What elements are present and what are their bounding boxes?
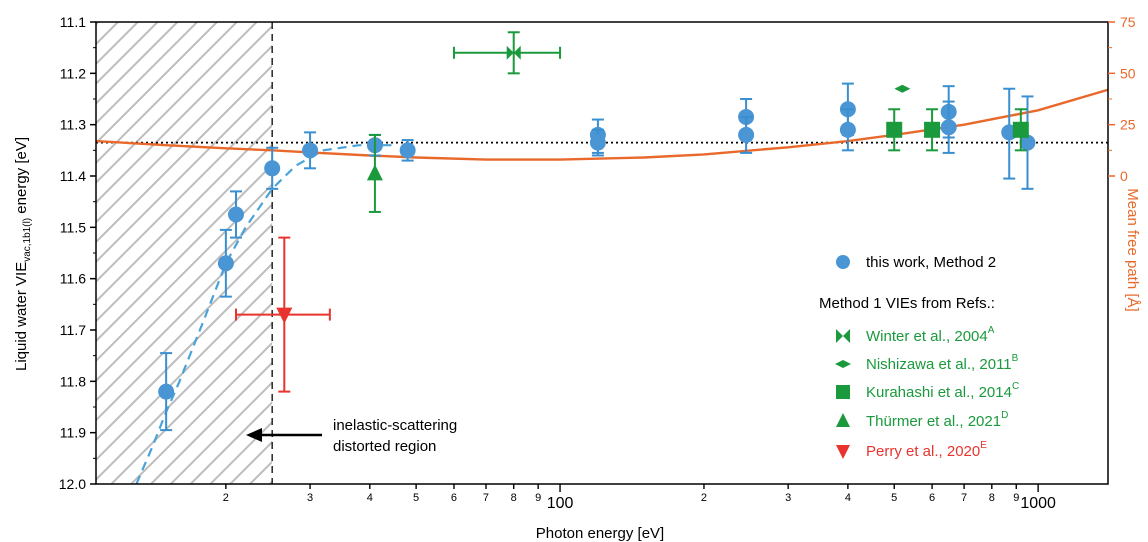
series-5-point-0 <box>276 307 293 324</box>
series-0-point-3 <box>264 160 281 177</box>
x-tick-label-5: 7 <box>483 492 489 504</box>
y2-tick-label-1: 25 <box>1120 117 1136 133</box>
series-2-point-0 <box>894 84 911 93</box>
series-1 <box>452 31 562 75</box>
y-tick-label-2: 11.3 <box>60 117 86 133</box>
x-axis-ticks: 2 3 4 5 6 7 8 9 100 2 3 4 5 6 7 8 9 1000 <box>223 484 1056 512</box>
series-0-point-4 <box>302 142 319 159</box>
legend-entry-3-ref: C <box>1012 381 1019 392</box>
series-0-point-16 <box>1019 134 1036 151</box>
y-tick-label-3: 11.4 <box>60 168 86 184</box>
legend-entry-1-marker <box>836 329 850 343</box>
y-tick-label-4: 11.5 <box>60 219 86 235</box>
series-3-point-2 <box>1012 121 1029 138</box>
x-tick-label-8: 100 <box>547 495 574 512</box>
legend-entry-1-marker-left <box>836 329 843 343</box>
series-3-point-0 <box>886 121 903 138</box>
y-axis-label: Liquid water VIEvac,1b1(l) energy [eV] <box>13 137 33 371</box>
series-3-point-1 <box>924 121 941 138</box>
inelastic-annotation: inelastic-scattering distorted region <box>246 417 457 455</box>
series-0-point-2 <box>228 206 245 223</box>
series-0-point-1 <box>217 255 234 272</box>
series-2 <box>894 84 911 93</box>
x-tick-label-3: 5 <box>413 492 419 504</box>
x-tick-label-9: 2 <box>701 492 707 504</box>
y2-axis-ticks: 0 25 50 75 <box>1108 14 1136 184</box>
legend-entry-1-ref: A <box>988 325 995 336</box>
y2-axis-label: Mean free path [Å] <box>1124 188 1141 311</box>
series-0-point-6 <box>399 142 416 159</box>
y2-tick-label-2: 50 <box>1120 65 1136 81</box>
legend-entry-2-marker <box>835 360 851 368</box>
y-tick-label-9: 12.0 <box>59 476 86 492</box>
y-tick-label-8: 11.9 <box>60 425 86 441</box>
legend-entry-5-marker <box>836 445 850 459</box>
legend-entry-0-label: this work, Method 2 <box>866 254 996 271</box>
y-tick-label-1: 11.2 <box>60 65 86 81</box>
series-3 <box>886 108 1029 152</box>
x-tick-label-2: 4 <box>367 492 373 504</box>
x-tick-label-14: 7 <box>961 492 967 504</box>
x-axis-label: Photon energy [eV] <box>536 525 664 542</box>
legend-entry-1-marker-right <box>843 329 850 343</box>
y2-tick-label-0: 0 <box>1120 168 1128 184</box>
x-tick-label-12: 5 <box>891 492 897 504</box>
x-tick-label-6: 8 <box>511 492 517 504</box>
x-tick-label-15: 8 <box>989 492 995 504</box>
legend-entry-0-marker <box>836 255 850 269</box>
x-tick-label-11: 4 <box>845 492 851 504</box>
y2-tick-label-3: 75 <box>1120 14 1136 30</box>
series-0-point-8 <box>589 134 606 151</box>
series-1-point-0 <box>506 45 521 60</box>
series-5 <box>235 236 331 393</box>
y-tick-label-5: 11.6 <box>60 271 86 287</box>
annotation-line-2: distorted region <box>333 438 436 455</box>
y-axis-ticks: 11.1 11.2 11.3 11.4 11.5 11.6 11.7 11.8 11.9 12.0 <box>59 14 96 492</box>
annotation-arrowhead <box>246 428 262 442</box>
legend-heading: Method 1 VIEs from Refs.: <box>819 295 995 312</box>
legend-entry-2-label: Nishizawa et al., 2011B <box>866 353 1019 373</box>
x-tick-label-13: 6 <box>929 492 935 504</box>
x-tick-label-10: 3 <box>785 492 791 504</box>
y-tick-label-6: 11.7 <box>60 322 86 338</box>
legend-entry-3-marker <box>836 385 850 399</box>
x-tick-label-0: 2 <box>223 492 229 504</box>
legend: Method 1 VIEs from Refs.: this work, Met… <box>819 254 1019 460</box>
y-tick-label-0: 11.1 <box>60 14 86 30</box>
legend-entry-4-ref: D <box>1001 410 1008 421</box>
legend-entry-5-label: Perry et al., 2020E <box>866 440 987 460</box>
x-tick-label-4: 6 <box>451 492 457 504</box>
series-1-point-0-left <box>506 45 514 60</box>
series-0-point-12 <box>839 121 856 138</box>
series-0-point-10 <box>738 126 755 143</box>
legend-entry-5-ref: E <box>980 440 987 451</box>
x-tick-label-1: 3 <box>307 492 313 504</box>
y-tick-label-7: 11.8 <box>60 373 86 389</box>
legend-entry-4-marker <box>836 413 850 427</box>
mean-free-path-curve <box>96 88 1108 161</box>
series-1-point-0-right <box>513 45 521 60</box>
legend-entry-4-label: Thürmer et al., 2021D <box>866 410 1008 430</box>
series-0-point-0 <box>158 383 175 400</box>
vie-fit-curve <box>135 144 395 484</box>
series-4 <box>366 133 383 213</box>
legend-entry-3-label: Kurahashi et al., 2014C <box>866 381 1019 401</box>
x-tick-label-17: 1000 <box>1020 495 1056 512</box>
x-tick-label-16: 9 <box>1013 492 1019 504</box>
legend-entry-2-ref: B <box>1012 353 1019 364</box>
series-0-point-14 <box>940 119 957 136</box>
legend-entry-1-label: Winter et al., 2004A <box>866 325 995 345</box>
hatched-distorted-region <box>96 22 273 484</box>
x-tick-label-7: 9 <box>535 492 541 504</box>
series-4-point-0 <box>366 164 383 181</box>
annotation-line-1: inelastic-scattering <box>333 417 457 434</box>
